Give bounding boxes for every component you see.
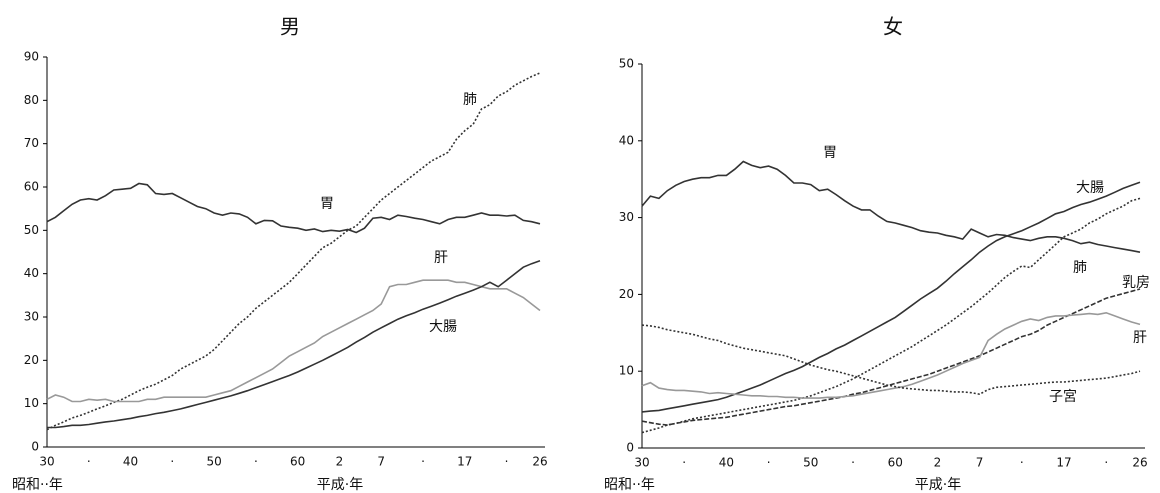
x-tick-label: 7 <box>377 455 385 469</box>
x-tick-label: 40 <box>719 456 734 470</box>
x-tick-label: · <box>421 455 425 469</box>
y-tick-label: 60 <box>24 180 39 194</box>
y-tick-label: 90 <box>24 50 39 64</box>
series-label: 乳房 <box>1122 275 1150 291</box>
series-line <box>641 324 1141 396</box>
x-tick-label: 26 <box>532 455 547 469</box>
y-tick-label: 40 <box>619 133 634 147</box>
x-tick-label: · <box>767 456 771 470</box>
x-tick-label: 60 <box>888 456 903 470</box>
x-tick-label: 17 <box>457 455 472 469</box>
y-tick-label: 30 <box>619 210 634 224</box>
series-line <box>46 279 541 403</box>
series-label: 肝 <box>434 250 448 266</box>
y-tick-label: 40 <box>24 266 39 280</box>
x-tick-label: 30 <box>39 455 54 469</box>
x-tick-label: · <box>1104 456 1108 470</box>
y-tick-label: 10 <box>24 396 39 410</box>
series-line <box>641 288 1141 426</box>
x-tick-label: 40 <box>123 455 138 469</box>
y-tick-label: 0 <box>626 441 634 455</box>
series-line <box>46 182 541 234</box>
y-tick-label: 20 <box>619 287 634 301</box>
series-line <box>47 259 541 429</box>
chart-title: 女 <box>883 15 903 39</box>
series-line <box>641 160 1141 253</box>
x-tick-label: 2 <box>934 456 942 470</box>
x-tick-label: 50 <box>803 456 818 470</box>
y-tick-label: 10 <box>619 364 634 378</box>
series-label: 肺 <box>1073 260 1087 276</box>
x-axis-label: 平成·年 <box>915 477 961 493</box>
x-tick-label: 30 <box>634 456 649 470</box>
series-label: 大腸 <box>1076 180 1104 196</box>
y-tick-label: 80 <box>24 93 39 107</box>
x-tick-label: 26 <box>1132 456 1147 470</box>
x-tick-label: 50 <box>206 455 221 469</box>
y-tick-label: 0 <box>31 440 39 454</box>
series-label: 子宮 <box>1049 389 1077 405</box>
y-tick-label: 50 <box>619 57 634 71</box>
x-tick-label: · <box>87 455 91 469</box>
series-line <box>641 181 1141 413</box>
y-tick-label: 50 <box>24 223 39 237</box>
chart-title: 男 <box>280 15 300 39</box>
series-label: 肝 <box>1133 330 1147 346</box>
x-tick-label: · <box>505 455 509 469</box>
series-label: 肺 <box>463 92 477 108</box>
series-line <box>641 311 1141 399</box>
series-label: 大腸 <box>429 319 457 335</box>
x-tick-label: · <box>682 456 686 470</box>
series-label: 胃 <box>320 196 334 212</box>
x-tick-label: 60 <box>290 455 305 469</box>
x-tick-label: · <box>254 455 258 469</box>
x-tick-label: 7 <box>976 456 984 470</box>
x-axis-label: 平成·年 <box>317 477 363 493</box>
y-tick-label: 30 <box>24 310 39 324</box>
y-tick-label: 20 <box>24 353 39 367</box>
x-tick-label: · <box>1020 456 1024 470</box>
x-tick-label: · <box>170 455 174 469</box>
x-tick-label: · <box>851 456 855 470</box>
x-axis-label: 昭和··年 <box>604 477 655 493</box>
x-axis-label: 昭和··年 <box>12 477 63 493</box>
y-tick-label: 70 <box>24 136 39 150</box>
series-line <box>641 197 1141 434</box>
x-tick-label: 17 <box>1056 456 1071 470</box>
series-line <box>46 72 541 431</box>
x-tick-label: 2 <box>336 455 344 469</box>
series-label: 胃 <box>823 145 837 161</box>
